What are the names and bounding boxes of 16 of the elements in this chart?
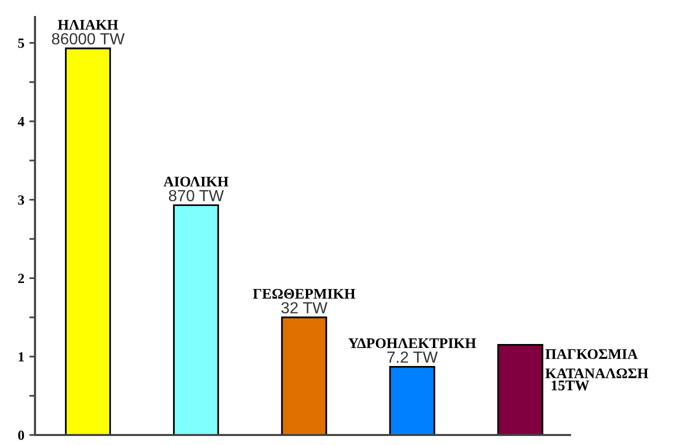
bar — [389, 366, 436, 435]
annotation: ΠΑΓΚΟΣΜΙΑ ΚΑΤΑΝΑΛΩΣΗ 15TW — [545, 349, 648, 390]
bar — [64, 48, 111, 435]
annotation: ΗΛΙΑΚΗ 86000 TW — [52, 20, 125, 44]
bar — [497, 344, 544, 435]
y-tick-label: 0 — [18, 430, 24, 440]
y-tick-label: 5 — [18, 38, 24, 48]
y-tick-label: 1 — [18, 352, 24, 362]
bar — [281, 316, 328, 435]
bar — [173, 204, 220, 435]
annotation: ΑΙΟΛΙΚΗ 870 TW — [164, 176, 228, 202]
annotation: ΓΕΩΘΕΡΜΙΚΗ 32 TW — [252, 288, 356, 314]
y-tick-label: 4 — [18, 116, 24, 126]
y-tick-label: 3 — [18, 195, 24, 205]
annotation: ΥΔΡΟΗΛΕΚΤΡΙΚΗ 7.2 TW — [348, 338, 476, 363]
y-tick-label: 2 — [18, 274, 24, 283]
